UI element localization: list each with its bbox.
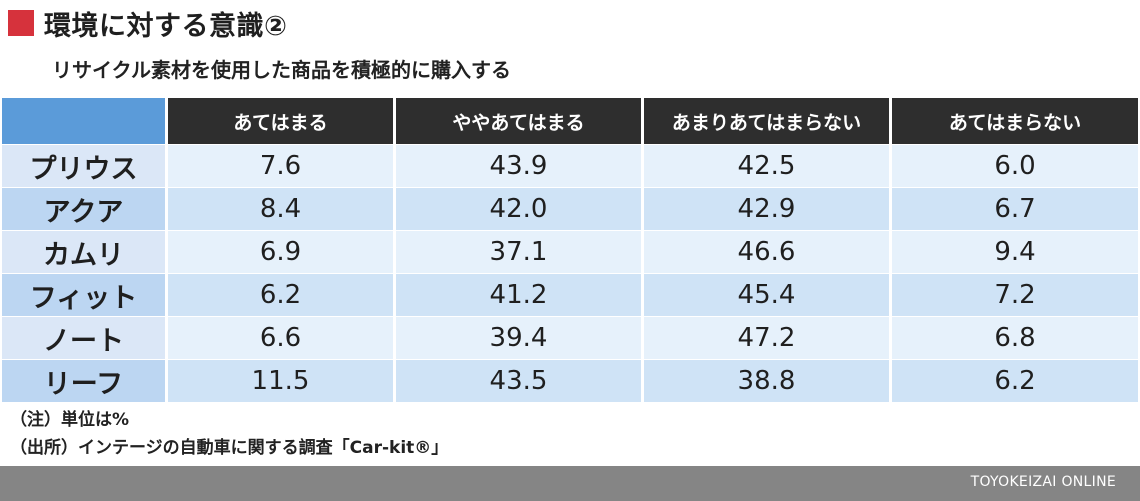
table-cell: 6.7 — [892, 187, 1138, 230]
table-cell: 37.1 — [396, 230, 644, 273]
table-row: フィット 6.2 41.2 45.4 7.2 — [2, 273, 1138, 316]
table-cell: 38.8 — [644, 359, 892, 402]
table-cell: 7.2 — [892, 273, 1138, 316]
footer-brand: TOYOKEIZAI ONLINE — [970, 474, 1116, 490]
table-cell: 11.5 — [168, 359, 396, 402]
table-cell: 46.6 — [644, 230, 892, 273]
chart-title: 環境に対する意識② — [44, 10, 288, 42]
table-cell: 39.4 — [396, 316, 644, 359]
chart-subtitle: リサイクル素材を使用した商品を積極的に購入する — [52, 58, 511, 82]
table-cell: 43.9 — [396, 144, 644, 187]
column-header: あてはまる — [168, 98, 396, 144]
table-cell: 6.9 — [168, 230, 396, 273]
table-cell: 6.2 — [892, 359, 1138, 402]
table-cell: 42.9 — [644, 187, 892, 230]
column-header: あまりあてはまらない — [644, 98, 892, 144]
table-cell: 6.8 — [892, 316, 1138, 359]
unit-note: （注）単位は% — [10, 410, 130, 430]
table-cell: 9.4 — [892, 230, 1138, 273]
table-row: アクア 8.4 42.0 42.9 6.7 — [2, 187, 1138, 230]
row-label: ノート — [2, 316, 168, 359]
row-label: フィット — [2, 273, 168, 316]
table-cell: 41.2 — [396, 273, 644, 316]
table-cell: 42.5 — [644, 144, 892, 187]
title-marker — [8, 10, 34, 36]
column-header: あてはまらない — [892, 98, 1138, 144]
table-cell: 8.4 — [168, 187, 396, 230]
table-cell: 42.0 — [396, 187, 644, 230]
corner-cell — [2, 98, 168, 144]
column-header: ややあてはまる — [396, 98, 644, 144]
table-row: リーフ 11.5 43.5 38.8 6.2 — [2, 359, 1138, 402]
title-row: 環境に対する意識② — [8, 6, 288, 42]
table-cell: 6.6 — [168, 316, 396, 359]
table-cell: 6.0 — [892, 144, 1138, 187]
table-cell: 7.6 — [168, 144, 396, 187]
header-row: あてはまる ややあてはまる あまりあてはまらない あてはまらない — [2, 98, 1138, 144]
row-label: リーフ — [2, 359, 168, 402]
row-label: カムリ — [2, 230, 168, 273]
table-row: ノート 6.6 39.4 47.2 6.8 — [2, 316, 1138, 359]
row-label: プリウス — [2, 144, 168, 187]
table-cell: 43.5 — [396, 359, 644, 402]
table-cell: 47.2 — [644, 316, 892, 359]
table-row: プリウス 7.6 43.9 42.5 6.0 — [2, 144, 1138, 187]
footer-bar: TOYOKEIZAI ONLINE — [0, 466, 1140, 501]
table-row: カムリ 6.9 37.1 46.6 9.4 — [2, 230, 1138, 273]
source-note: （出所）インテージの自動車に関する調査「Car-kit®」 — [10, 438, 449, 458]
data-table: あてはまる ややあてはまる あまりあてはまらない あてはまらない プリウス 7.… — [2, 98, 1138, 402]
table-cell: 6.2 — [168, 273, 396, 316]
row-label: アクア — [2, 187, 168, 230]
table-cell: 45.4 — [644, 273, 892, 316]
